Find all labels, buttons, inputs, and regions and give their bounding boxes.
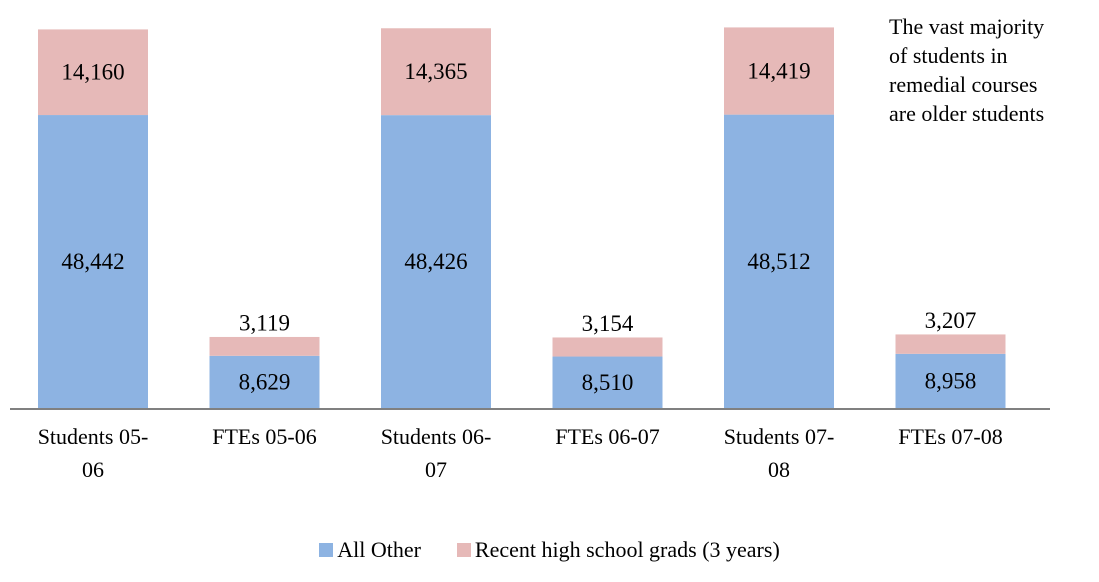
legend-swatch-all-other xyxy=(319,543,334,557)
bar-recent-grads-3 xyxy=(552,337,663,357)
bar-all-other-5 xyxy=(895,353,1006,408)
bar-all-other-3 xyxy=(552,356,663,408)
data-label-all-other-2: 48,426 xyxy=(404,249,467,274)
bar-all-other-1 xyxy=(209,355,320,408)
category-label-5: FTEs 07-08 xyxy=(898,424,1003,449)
bar-all-other-0 xyxy=(38,115,148,409)
data-label-recent-grads-4: 14,419 xyxy=(747,59,810,84)
bar-recent-grads-1 xyxy=(209,336,320,356)
bar-recent-grads-0 xyxy=(38,29,148,116)
legend: All Other Recent high school grads (3 ye… xyxy=(0,535,1099,565)
data-label-all-other-4: 48,512 xyxy=(747,249,810,274)
category-label-0: Students 05- 06 xyxy=(37,424,149,482)
category-label-2: Students 06- 07 xyxy=(380,424,492,482)
bar-recent-grads-2 xyxy=(381,28,491,116)
data-label-recent-grads-3: 3,154 xyxy=(582,311,634,336)
legend-item-recent-grads: Recent high school grads (3 years) xyxy=(456,537,780,563)
data-label-recent-grads-5: 3,207 xyxy=(925,308,977,333)
data-label-all-other-1: 8,629 xyxy=(239,369,291,394)
category-label-1: FTEs 05-06 xyxy=(212,424,317,449)
legend-item-all-other: All Other xyxy=(319,537,421,563)
data-label-all-other-0: 48,442 xyxy=(61,249,124,274)
category-label-3: FTEs 06-07 xyxy=(555,424,660,449)
data-label-recent-grads-0: 14,160 xyxy=(61,60,124,85)
bar-all-other-4 xyxy=(724,114,834,408)
bar-recent-grads-4 xyxy=(724,27,834,115)
bar-all-other-2 xyxy=(381,115,491,408)
data-label-recent-grads-2: 14,365 xyxy=(404,59,467,84)
data-label-all-other-3: 8,510 xyxy=(582,370,634,395)
category-label-4: Students 07- 08 xyxy=(723,424,835,482)
data-label-all-other-5: 8,958 xyxy=(925,368,977,393)
legend-label-recent-grads: Recent high school grads (3 years) xyxy=(474,537,780,562)
chart-annotation: The vast majority of students in remedia… xyxy=(889,14,1045,126)
data-label-recent-grads-1: 3,119 xyxy=(239,310,290,335)
legend-swatch-recent-grads xyxy=(456,543,471,557)
bar-recent-grads-5 xyxy=(895,334,1006,354)
legend-label-all-other: All Other xyxy=(337,537,421,562)
